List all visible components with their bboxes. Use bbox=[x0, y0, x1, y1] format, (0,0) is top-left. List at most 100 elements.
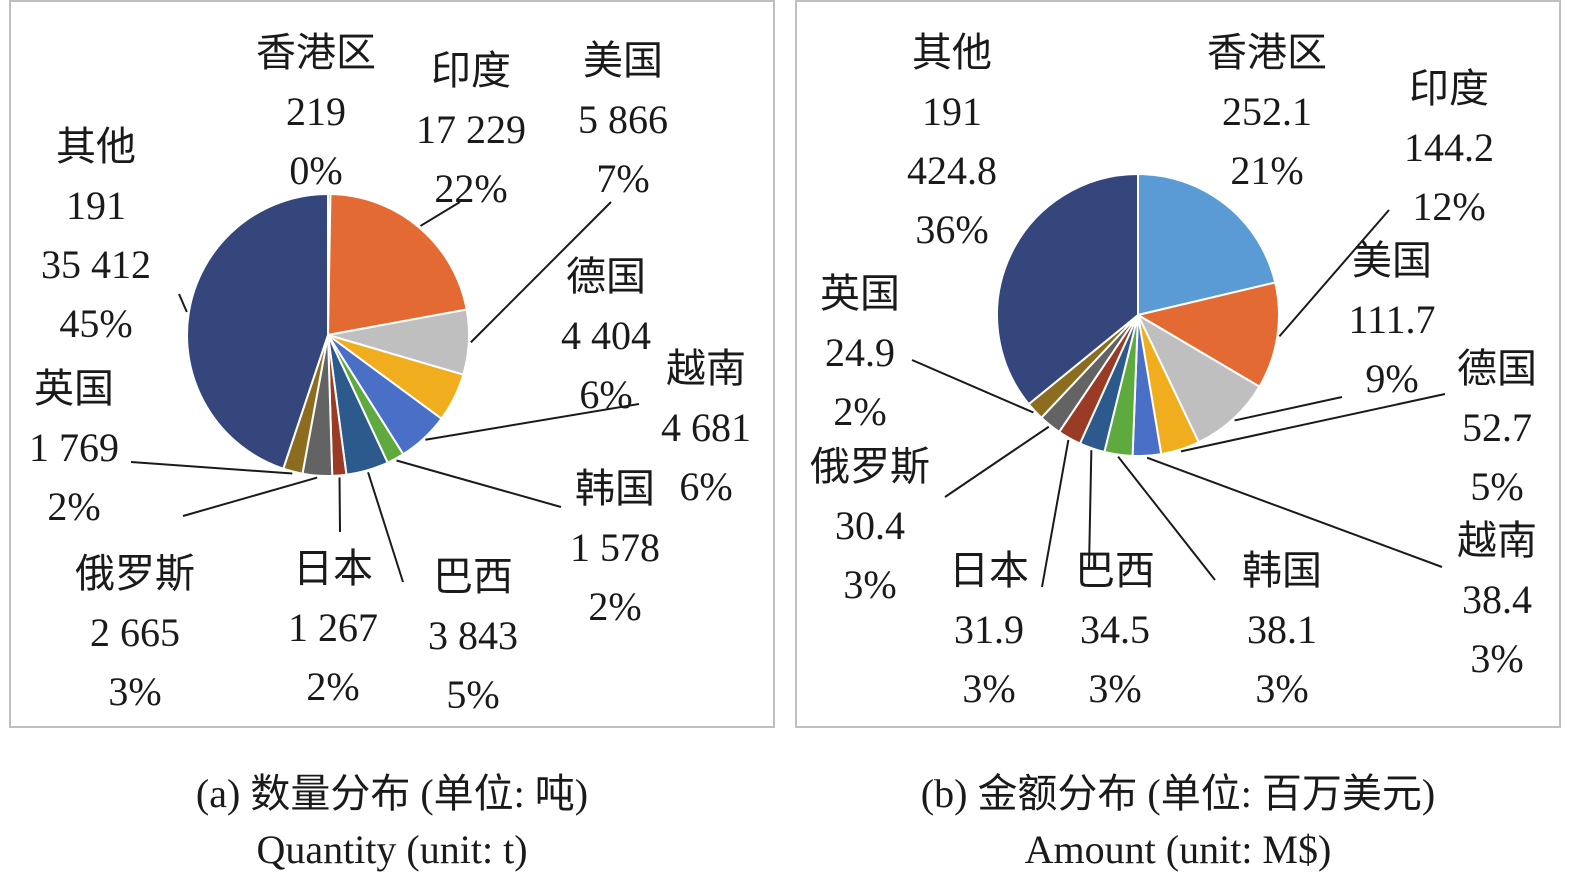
leader-line bbox=[1117, 455, 1216, 581]
slice-label-line: 424.8 bbox=[907, 148, 997, 193]
slice-data-label: 英国 24.9 2% bbox=[820, 271, 900, 434]
caption-quantity-en: Quantity (unit: t) bbox=[256, 827, 528, 872]
slice-label-line: 香港区 bbox=[256, 30, 376, 75]
slice-label-line: 3% bbox=[843, 562, 896, 607]
slice-label-line: 9% bbox=[1365, 356, 1418, 401]
slice-label-line: 印度 bbox=[431, 48, 511, 93]
slice-data-label: 美国 5 866 7% bbox=[578, 38, 668, 201]
slice-label-line: 36% bbox=[915, 207, 988, 252]
leader-line bbox=[396, 459, 562, 508]
slice-label-line: 巴西 bbox=[1075, 548, 1155, 593]
slice-label-line: 香港区 bbox=[1207, 30, 1327, 75]
slice-label-line: 52.7 bbox=[1462, 405, 1532, 450]
slice-label-line: 1 267 bbox=[288, 605, 378, 650]
slice-data-label: 香港区 219 0% bbox=[256, 30, 376, 193]
slice-label-line: 1 578 bbox=[570, 525, 660, 570]
slice-label-line: 其他 bbox=[912, 30, 992, 75]
slice-label-line: 韩国 bbox=[1242, 548, 1322, 593]
caption-quantity: (a) 数量分布 (单位: 吨) Quantity (unit: t) bbox=[9, 766, 775, 878]
slice-label-line: 144.2 bbox=[1404, 125, 1494, 170]
slice-label-line: 3% bbox=[1255, 666, 1308, 711]
slice-label-line: 其他 bbox=[56, 124, 136, 169]
slice-label-line: 6% bbox=[679, 464, 732, 509]
leader-line bbox=[182, 476, 318, 517]
slice-data-label: 美国 111.7 9% bbox=[1348, 238, 1435, 401]
leader-line bbox=[944, 425, 1050, 498]
leader-line bbox=[419, 201, 461, 227]
slice-label-line: 德国 bbox=[566, 254, 646, 299]
slice-label-line: 219 bbox=[286, 89, 346, 134]
slice-label-line: 5% bbox=[446, 672, 499, 717]
slice-label-line: 191 bbox=[66, 183, 126, 228]
slice-label-line: 191 bbox=[922, 89, 982, 134]
slice-label-line: 美国 bbox=[583, 38, 663, 83]
slice-label-line: 俄罗斯 bbox=[810, 444, 930, 489]
leader-line bbox=[130, 461, 293, 475]
leader-line bbox=[470, 201, 612, 344]
slice-label-line: 38.4 bbox=[1462, 577, 1532, 622]
pie-slice bbox=[1135, 312, 1261, 444]
leader-line bbox=[1088, 450, 1093, 568]
slice-data-label: 印度 144.2 12% bbox=[1404, 66, 1494, 229]
slice-label-line: 5 866 bbox=[578, 97, 668, 142]
slice-data-label: 巴西 3 843 5% bbox=[428, 554, 518, 717]
slice-label-line: 17 229 bbox=[416, 107, 526, 152]
slice-label-line: 俄罗斯 bbox=[75, 551, 195, 596]
slice-label-line: 3 843 bbox=[428, 613, 518, 658]
leader-line bbox=[911, 359, 1034, 414]
slice-label-line: 38.1 bbox=[1247, 607, 1317, 652]
slice-label-line: 日本 bbox=[293, 546, 373, 591]
slice-label-line: 2% bbox=[833, 389, 886, 434]
slice-label-line: 巴西 bbox=[433, 554, 513, 599]
slice-label-line: 越南 bbox=[666, 346, 746, 391]
slice-label-line: 12% bbox=[1412, 184, 1485, 229]
pie-slice bbox=[326, 193, 468, 337]
slice-label-line: 3% bbox=[1088, 666, 1141, 711]
slice-label-line: 越南 bbox=[1457, 518, 1537, 563]
slice-label-line: 34.5 bbox=[1080, 607, 1150, 652]
pie-slice bbox=[1137, 172, 1277, 317]
slice-label-line: 德国 bbox=[1457, 346, 1537, 391]
slice-data-label: 日本 1 267 2% bbox=[288, 546, 378, 709]
pie-chart-quantity: 香港区 219 0% 印度 17 229 22% 美国 5 866 7% 德国 4 404 6% 越南 4… bbox=[29, 30, 751, 717]
slice-label-line: 2% bbox=[306, 664, 359, 709]
chart-panel-amount: 香港区 252.1 21% 印度 144.2 12% 美国 111.7 9% 德国 52.7 5% 越南… bbox=[795, 0, 1561, 728]
slice-data-label: 香港区 252.1 21% bbox=[1207, 30, 1327, 193]
leader-line bbox=[1041, 439, 1070, 588]
slice-label-line: 0% bbox=[289, 148, 342, 193]
slice-label-line: 2% bbox=[47, 484, 100, 529]
slice-label-line: 31.9 bbox=[954, 607, 1024, 652]
chart-panel-quantity: 香港区 219 0% 印度 17 229 22% 美国 5 866 7% 德国 4 404 6% 越南 4… bbox=[9, 0, 775, 728]
slice-label-line: 1 769 bbox=[29, 425, 119, 470]
slice-label-line: 45% bbox=[59, 301, 132, 346]
caption-amount: (b) 金额分布 (单位: 百万美元) Amount (unit: M$) bbox=[795, 766, 1561, 878]
caption-amount-en: Amount (unit: M$) bbox=[1024, 827, 1332, 872]
slice-label-line: 韩国 bbox=[575, 466, 655, 511]
leader-line bbox=[367, 471, 404, 583]
slice-data-label: 德国 4 404 6% bbox=[561, 254, 651, 417]
slice-label-line: 英国 bbox=[34, 366, 114, 411]
slice-label-line: 111.7 bbox=[1348, 297, 1435, 342]
slice-data-label: 韩国 1 578 2% bbox=[570, 466, 660, 629]
pie-slice bbox=[186, 192, 329, 470]
slice-data-label: 越南 4 681 6% bbox=[661, 346, 751, 509]
slice-data-label: 越南 38.4 3% bbox=[1457, 518, 1537, 681]
slice-label-line: 5% bbox=[1470, 464, 1523, 509]
slice-label-line: 3% bbox=[962, 666, 1015, 711]
slice-label-line: 3% bbox=[108, 669, 161, 714]
slice-label-line: 印度 bbox=[1409, 66, 1489, 111]
slice-data-label: 日本 31.9 3% bbox=[949, 548, 1029, 711]
pie-slice bbox=[996, 172, 1139, 406]
slice-label-line: 2 665 bbox=[90, 610, 180, 655]
leader-line bbox=[1234, 396, 1343, 422]
slice-data-label: 韩国 38.1 3% bbox=[1242, 548, 1322, 711]
slice-label-line: 3% bbox=[1470, 636, 1523, 681]
slice-label-line: 4 404 bbox=[561, 313, 651, 358]
slice-label-line: 日本 bbox=[949, 548, 1029, 593]
leader-line bbox=[425, 403, 640, 441]
slice-data-label: 印度 17 229 22% bbox=[416, 48, 526, 211]
slice-label-line: 35 412 bbox=[41, 242, 151, 287]
pie-chart-amount: 香港区 252.1 21% 印度 144.2 12% 美国 111.7 9% 德国 52.7 5% 越南… bbox=[810, 30, 1537, 711]
slice-label-line: 美国 bbox=[1352, 238, 1432, 283]
slice-data-label: 巴西 34.5 3% bbox=[1075, 548, 1155, 711]
